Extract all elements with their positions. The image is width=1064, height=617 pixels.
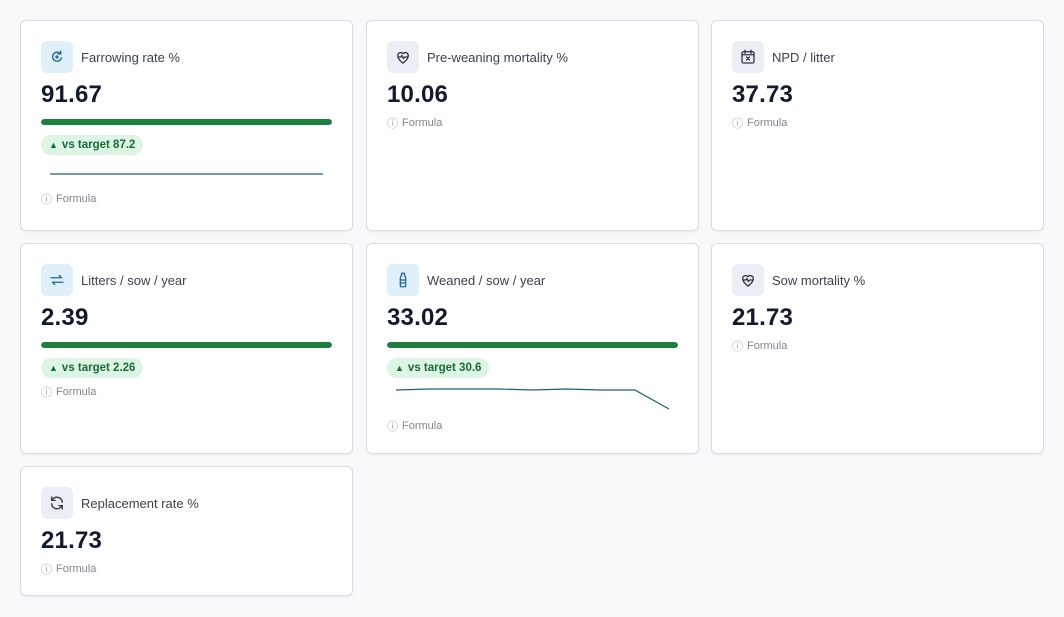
kpi-card-npd-per-litter[interactable]: NPD / litter 37.73 ⓘ Formula	[711, 20, 1044, 231]
trend-up-icon: ▲	[49, 140, 58, 150]
cycle-icon	[41, 41, 73, 73]
kpi-label: Litters / sow / year	[81, 272, 187, 288]
kpi-label: Pre-weaning mortality %	[427, 49, 568, 65]
kpi-card-weaned-per-sow-year[interactable]: Weaned / sow / year 33.02 ▲ vs target 30…	[366, 243, 699, 454]
kpi-card-sow-mortality[interactable]: Sow mortality % 21.73 ⓘ Formula	[711, 243, 1044, 454]
info-icon: ⓘ	[732, 118, 743, 130]
calendar-x-icon	[732, 41, 764, 73]
kpi-label: Replacement rate %	[81, 495, 199, 511]
trend-up-icon: ▲	[49, 363, 58, 373]
info-icon: ⓘ	[41, 194, 52, 206]
heart-pulse-icon	[387, 41, 419, 73]
kpi-value: 2.39	[41, 304, 89, 331]
sparkline-series	[395, 388, 670, 410]
formula-link[interactable]: ⓘ Formula	[387, 420, 443, 433]
formula-link[interactable]: ⓘ Formula	[732, 117, 788, 130]
sparkline	[50, 173, 323, 175]
formula-link[interactable]: ⓘ Formula	[41, 563, 97, 576]
info-icon: ⓘ	[387, 118, 398, 130]
kpi-label: Sow mortality %	[772, 272, 866, 288]
kpi-value: 91.67	[41, 81, 103, 108]
kpi-value: 21.73	[732, 304, 794, 331]
kpi-card-farrowing-rate[interactable]: Farrowing rate % 91.67 ▲ vs target 87.2 …	[20, 20, 353, 231]
formula-link[interactable]: ⓘ Formula	[41, 386, 97, 399]
bottle-icon	[387, 264, 419, 296]
target-badge: ▲ vs target 2.26	[41, 358, 144, 378]
kpi-card-replacement-rate[interactable]: Replacement rate % 21.73 ⓘ Formula	[20, 466, 353, 596]
info-icon: ⓘ	[387, 421, 398, 433]
kpi-card-pre-weaning-mortality[interactable]: Pre-weaning mortality % 10.06 ⓘ Formula	[366, 20, 699, 231]
target-progress-bar	[387, 342, 678, 348]
formula-link[interactable]: ⓘ Formula	[41, 193, 97, 206]
heart-pulse-icon	[732, 264, 764, 296]
info-icon: ⓘ	[732, 341, 743, 353]
kpi-value: 37.73	[732, 81, 794, 108]
sparkline	[395, 388, 670, 410]
info-icon: ⓘ	[41, 564, 52, 576]
kpi-value: 10.06	[387, 81, 449, 108]
kpi-label: Farrowing rate %	[81, 49, 180, 65]
target-progress-bar	[41, 342, 332, 348]
kpi-label: Weaned / sow / year	[427, 272, 546, 288]
target-badge: ▲ vs target 30.6	[387, 358, 490, 378]
kpi-value: 21.73	[41, 527, 103, 554]
target-progress-bar	[41, 119, 332, 125]
kpi-value: 33.02	[387, 304, 449, 331]
trend-up-icon: ▲	[395, 363, 404, 373]
refresh-icon	[41, 487, 73, 519]
target-badge: ▲ vs target 87.2	[41, 135, 144, 155]
kpi-label: NPD / litter	[772, 49, 835, 65]
info-icon: ⓘ	[41, 387, 52, 399]
formula-link[interactable]: ⓘ Formula	[732, 340, 788, 353]
formula-link[interactable]: ⓘ Formula	[387, 117, 443, 130]
kpi-card-litters-per-sow-year[interactable]: Litters / sow / year 2.39 ▲ vs target 2.…	[20, 243, 353, 454]
repeat-icon	[41, 264, 73, 296]
